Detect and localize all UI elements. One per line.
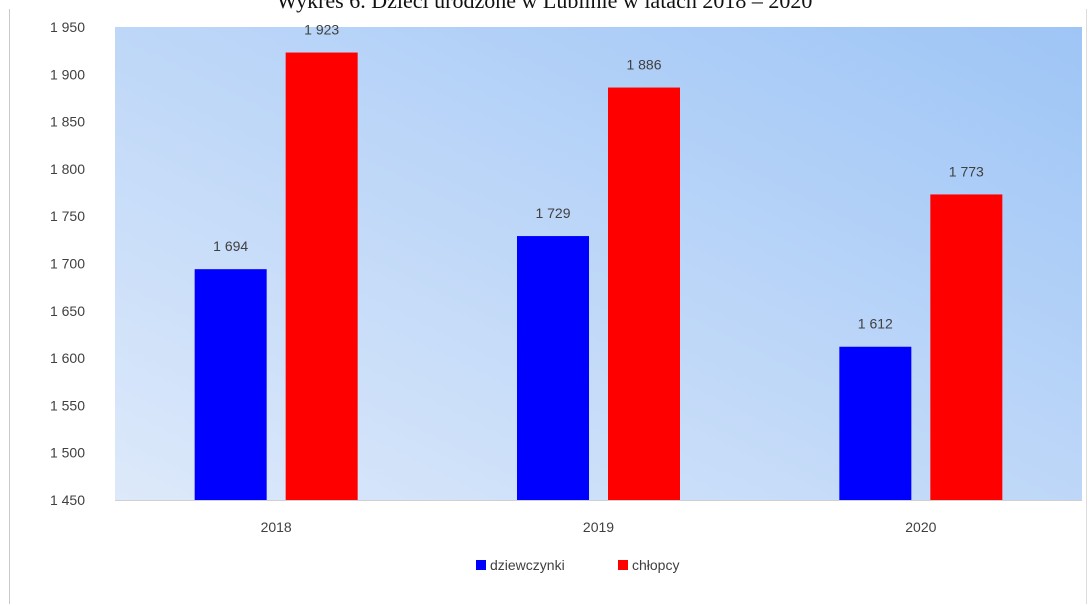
y-tick-label: 1 750 [50, 208, 85, 224]
legend-label: chłopcy [632, 557, 679, 573]
bar-chłopcy-2019 [608, 87, 680, 500]
data-label: 1 886 [626, 57, 661, 73]
x-tick-label: 2019 [583, 519, 614, 535]
y-tick-label: 1 700 [50, 256, 85, 272]
y-tick-label: 1 800 [50, 161, 85, 177]
bar-dziewczynki-2019 [517, 236, 589, 501]
legend-swatch-chłopcy [618, 560, 628, 570]
y-tick-label: 1 850 [50, 114, 85, 130]
y-tick-label: 1 950 [50, 19, 85, 35]
data-label: 1 612 [858, 316, 893, 332]
data-label: 1 773 [949, 163, 984, 179]
bar-dziewczynki-2020 [839, 346, 912, 500]
x-tick-label: 2018 [261, 519, 292, 535]
bar-chłopcy-2018 [285, 52, 358, 501]
chart-frame [9, 9, 1087, 604]
legend-label: dziewczynki [490, 557, 565, 573]
data-label: 1 923 [304, 22, 339, 38]
legend-swatch-dziewczynki [476, 560, 486, 570]
y-tick-label: 1 650 [50, 303, 85, 319]
plot-area [115, 27, 1082, 500]
x-tick-label: 2020 [905, 519, 936, 535]
legend: dziewczynki chłopcy [476, 557, 679, 573]
y-tick-label: 1 500 [50, 445, 85, 461]
bar-dziewczynki-2018 [194, 269, 267, 500]
y-tick-label: 1 450 [50, 492, 85, 508]
bars [194, 52, 1003, 501]
x-axis: 2018 2019 2020 [115, 500, 1082, 535]
bar-chłopcy-2020 [930, 194, 1003, 500]
chart-title: Wykres 6. Dzieci urodzone w Lublinie w l… [276, 0, 813, 13]
data-labels: 1 694 1 923 1 729 1 886 1 612 1 773 [213, 22, 984, 332]
y-tick-label: 1 900 [50, 66, 85, 82]
data-label: 1 729 [535, 205, 570, 221]
y-tick-label: 1 550 [50, 397, 85, 413]
y-tick-label: 1 600 [50, 350, 85, 366]
y-axis: 1 450 1 500 1 550 1 600 1 650 1 700 1 750 1 800… [50, 19, 85, 508]
data-label: 1 694 [213, 238, 248, 254]
